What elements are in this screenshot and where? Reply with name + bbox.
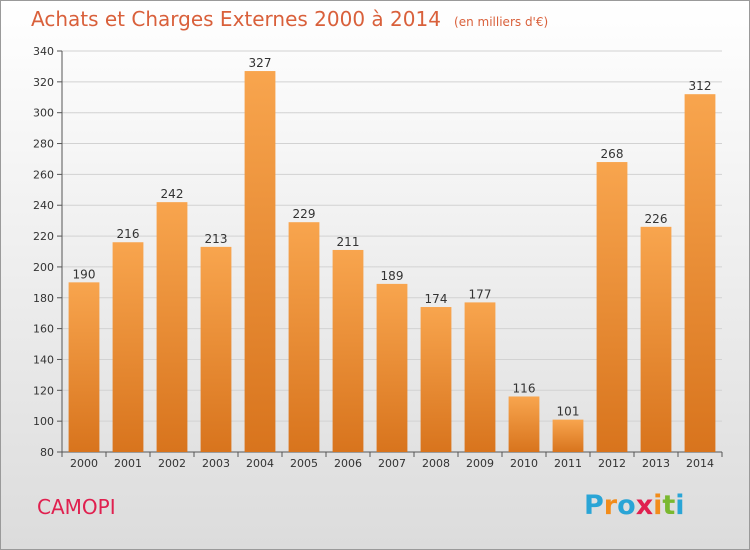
data-label: 229: [293, 207, 316, 221]
logo-letter: x: [635, 490, 654, 521]
y-tick-label: 180: [33, 292, 54, 305]
data-label: 312: [689, 79, 712, 93]
y-tick-label: 120: [33, 384, 54, 397]
y-tick-label: 220: [33, 230, 54, 243]
x-tick-label: 2009: [466, 457, 494, 470]
bar: [156, 202, 188, 452]
bar: [552, 419, 584, 452]
y-tick-label: 240: [33, 199, 54, 212]
chart-title: Achats et Charges Externes 2000 à 2014: [31, 7, 441, 31]
y-tick-label: 300: [33, 107, 54, 120]
bar: [376, 283, 408, 452]
x-tick-label: 2011: [554, 457, 582, 470]
y-tick-label: 140: [33, 353, 54, 366]
data-label: 213: [205, 232, 228, 246]
data-label: 177: [469, 287, 492, 301]
bar: [332, 249, 364, 452]
bar: [640, 226, 672, 452]
bar: [596, 162, 628, 453]
bar: [288, 222, 320, 452]
x-tick-label: 2008: [422, 457, 450, 470]
data-label: 327: [249, 56, 272, 70]
bar: [112, 242, 144, 452]
y-tick-label: 100: [33, 415, 54, 428]
title-row: Achats et Charges Externes 2000 à 2014 (…: [31, 7, 548, 31]
x-tick-label: 2003: [202, 457, 230, 470]
logo-letter: i: [675, 490, 685, 521]
bar: [200, 246, 232, 452]
x-tick-label: 2014: [686, 457, 714, 470]
x-tick-label: 2004: [246, 457, 274, 470]
data-label: 242: [161, 187, 184, 201]
x-tick-label: 2005: [290, 457, 318, 470]
y-tick-label: 320: [33, 76, 54, 89]
data-label: 216: [117, 227, 140, 241]
bars: [68, 71, 716, 453]
commune-name: CAMOPI: [37, 495, 116, 519]
data-label: 101: [557, 405, 580, 419]
data-label: 226: [645, 212, 668, 226]
bar: [684, 94, 716, 452]
x-tick-label: 2010: [510, 457, 538, 470]
data-label: 189: [381, 269, 404, 283]
data-label: 174: [425, 292, 448, 306]
bar: [508, 396, 540, 452]
logo-letter: r: [603, 490, 618, 521]
x-tick-label: 2013: [642, 457, 670, 470]
y-tick-label: 340: [33, 45, 54, 58]
y-tick-label: 200: [33, 261, 54, 274]
chart-subtitle: (en milliers d'€): [454, 15, 549, 29]
x-tick-label: 2007: [378, 457, 406, 470]
x-tick-label: 2012: [598, 457, 626, 470]
x-tick-label: 2000: [70, 457, 98, 470]
x-tick-label: 2001: [114, 457, 142, 470]
logo-letter: o: [617, 490, 636, 521]
x-tick-label: 2006: [334, 457, 362, 470]
y-tick-label: 260: [33, 168, 54, 181]
y-tick-label: 80: [40, 446, 54, 459]
proxiti-logo: Proxiti: [584, 490, 685, 521]
bar: [420, 307, 452, 452]
y-tick-label: 160: [33, 323, 54, 336]
bar: [464, 302, 496, 452]
axes: 80 100 120 140 160 180 200 220 240 260 280 300 320 34…: [33, 45, 723, 470]
data-label: 190: [73, 267, 96, 281]
x-tick-label: 2002: [158, 457, 186, 470]
data-label: 268: [601, 147, 624, 161]
data-labels: 190 216 242 213 327 229 211 189 174 177 116 101 268 2…: [73, 56, 712, 419]
y-tick-label: 280: [33, 138, 54, 151]
logo-letter: P: [584, 490, 604, 521]
data-label: 211: [337, 235, 360, 249]
bar: [68, 282, 100, 452]
logo-letter: i: [653, 490, 663, 521]
data-label: 116: [513, 381, 536, 395]
bar: [244, 71, 276, 453]
logo-letter: t: [662, 490, 676, 521]
